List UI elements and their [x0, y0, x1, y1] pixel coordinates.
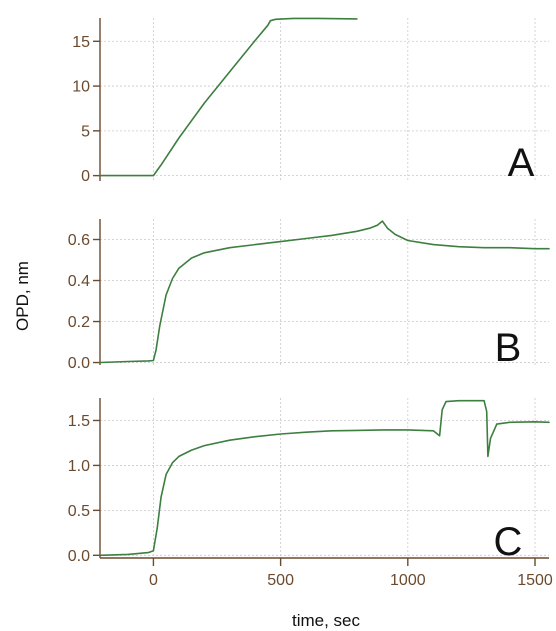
y-tick-label: 0.4	[68, 273, 90, 290]
y-tick-label: 1.5	[68, 413, 90, 430]
y-tick-label: 0.2	[68, 314, 90, 331]
panel-b: 0.0 0.2 0.4 0.6 B	[68, 219, 550, 372]
y-tick-label: 10	[72, 79, 90, 96]
panel-label: C	[494, 520, 523, 564]
x-tick-label: 500	[267, 572, 294, 589]
y-tick-label: 0.5	[68, 503, 90, 520]
series-line	[99, 399, 550, 557]
y-tick-label: 0.6	[68, 232, 90, 249]
y-tick-label: 0.0	[68, 548, 90, 565]
panel-c: 0.0 0.5 1.0 1.5 0 500 1000 1500 C	[68, 398, 553, 589]
y-tick-label: 1.0	[68, 458, 90, 475]
series-line	[99, 220, 550, 364]
y-tick-label: 15	[72, 34, 90, 51]
y-axis-title: OPD, nm	[13, 261, 32, 331]
panel-label: B	[495, 326, 522, 370]
y-tick-label: 5	[81, 123, 90, 140]
x-tick-label: 0	[149, 572, 158, 589]
x-axis-title: time, sec	[292, 611, 361, 630]
series-line	[99, 17, 358, 177]
y-tick-label: 0	[81, 168, 90, 185]
panel-label: A	[508, 141, 535, 185]
x-tick-label: 1000	[390, 572, 426, 589]
y-tick-label: 0.0	[68, 355, 90, 372]
x-tick-label: 1500	[517, 572, 553, 589]
panel-a: 0 5 10 15 A	[72, 17, 549, 185]
